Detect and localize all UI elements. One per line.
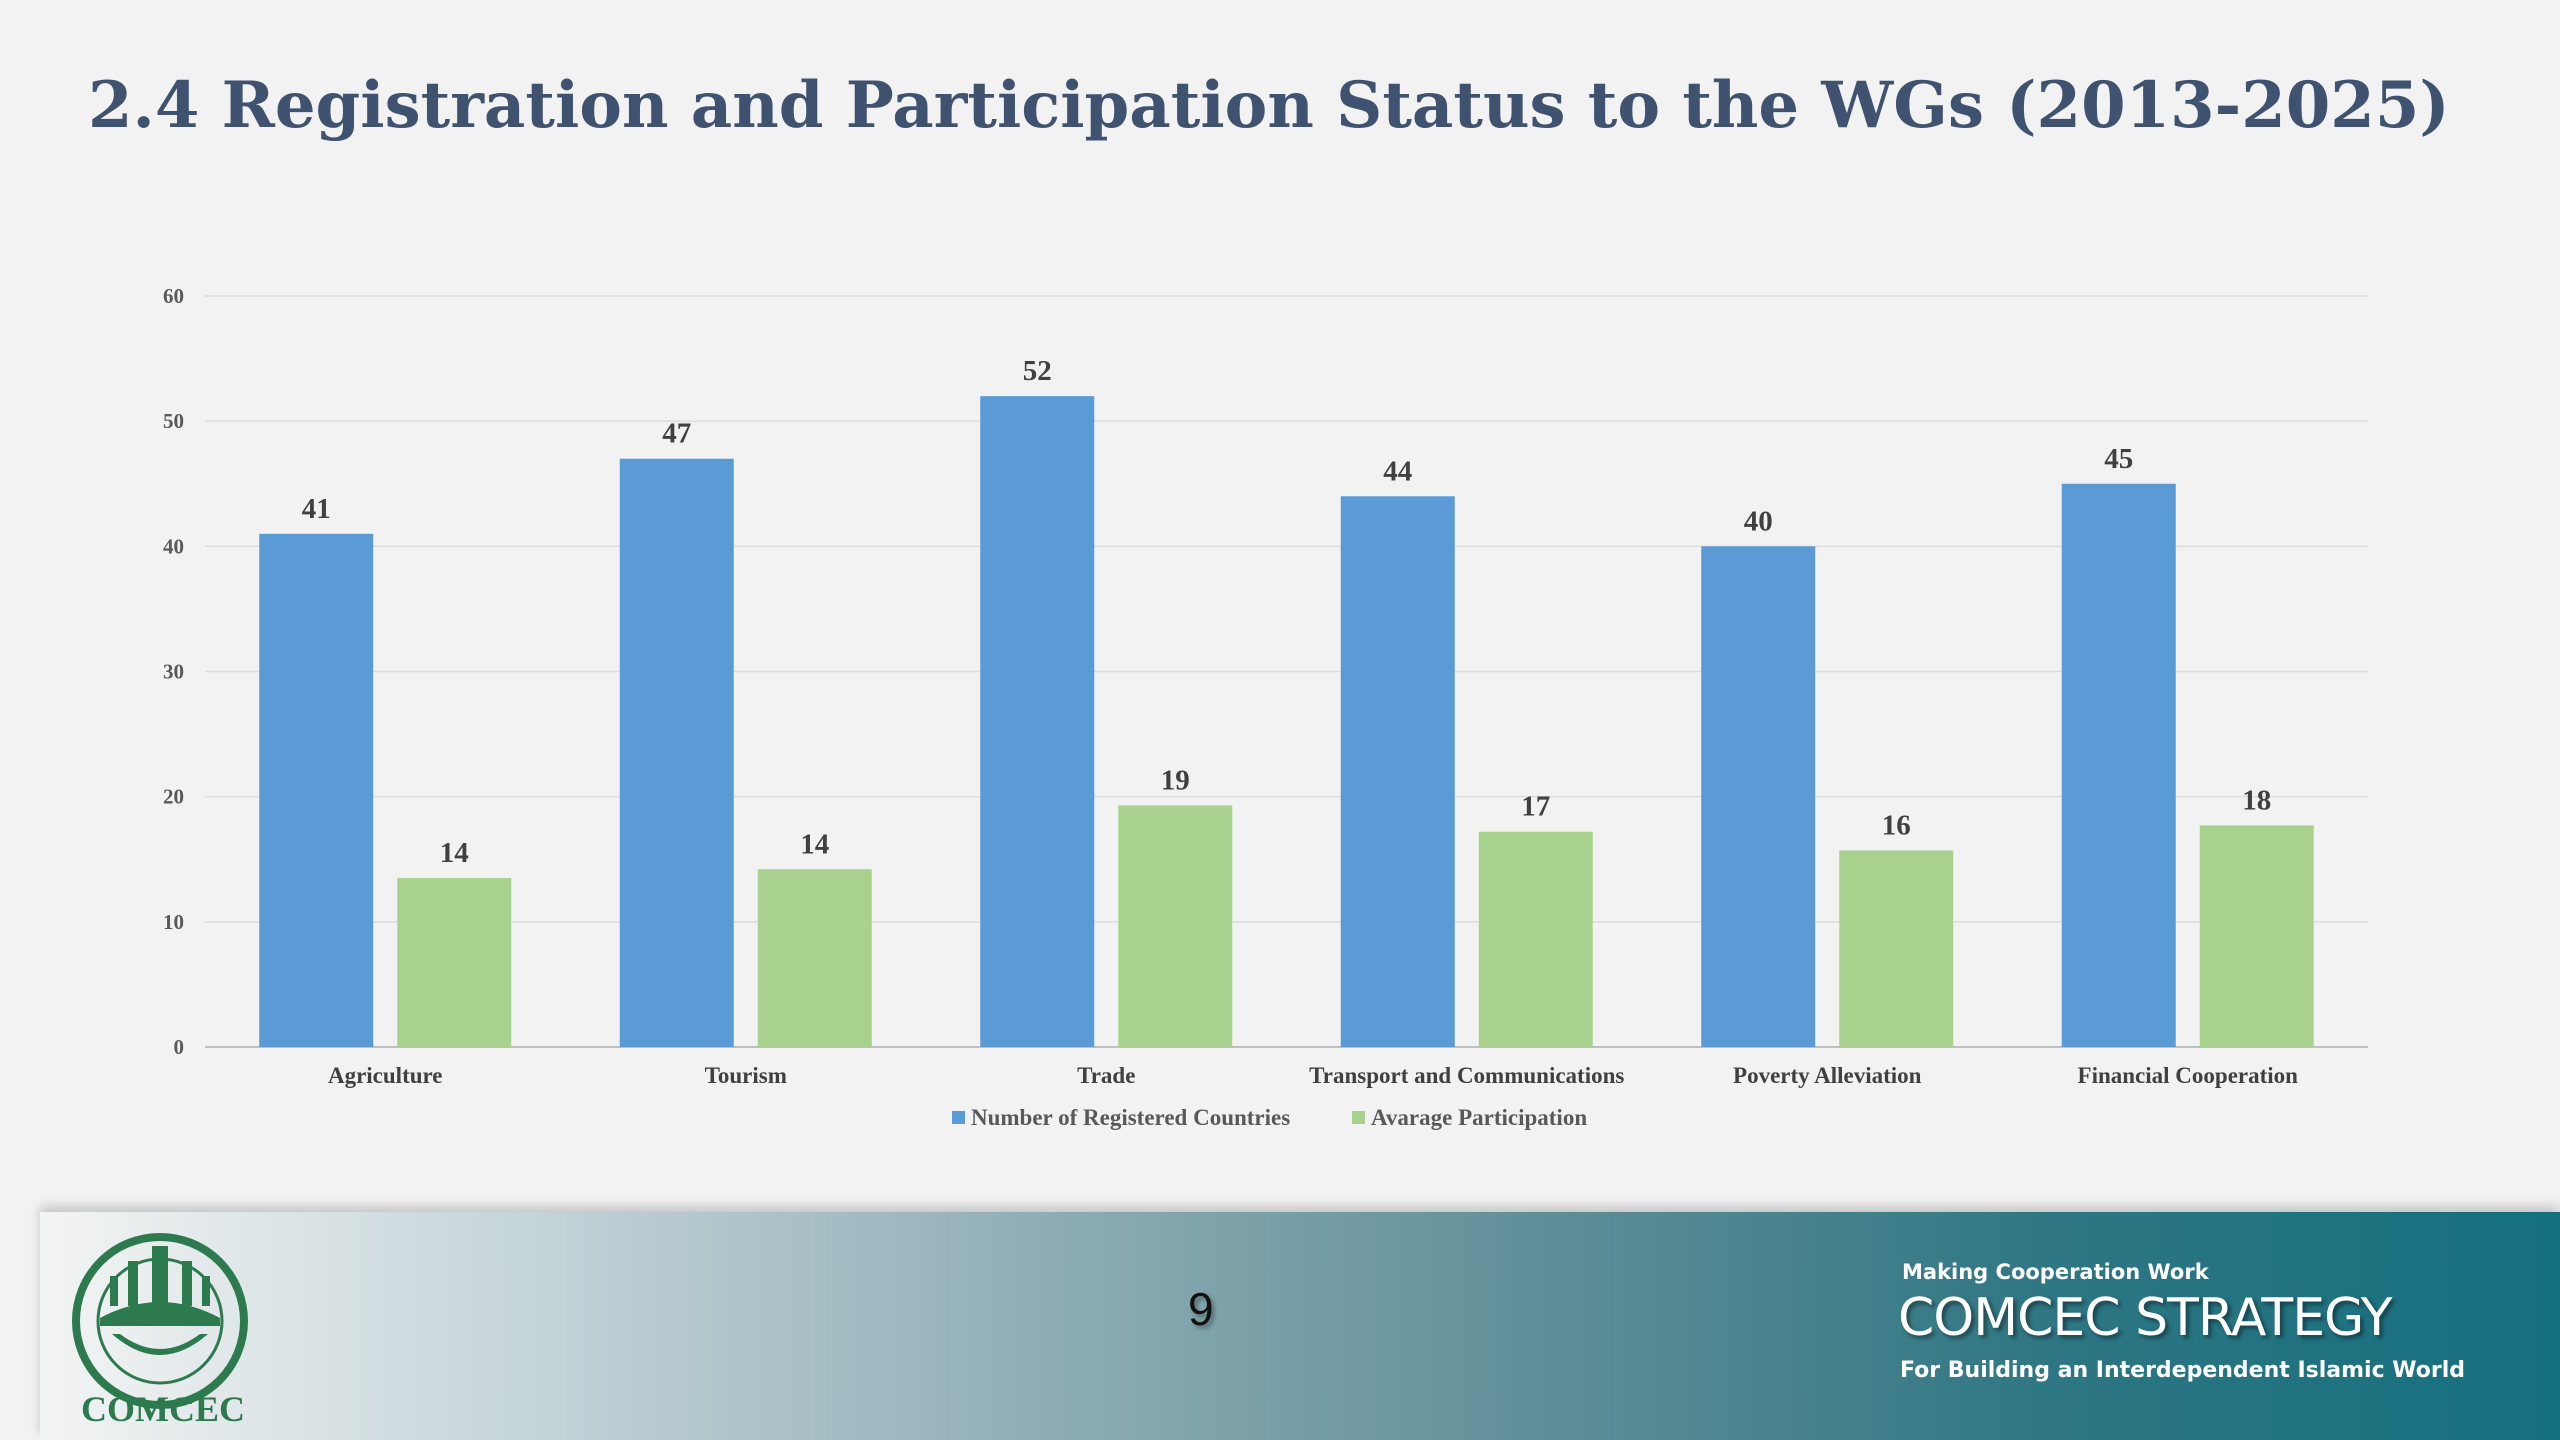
bar-participation xyxy=(757,869,872,1047)
comcec-logo xyxy=(72,1233,248,1409)
bar-registered xyxy=(259,533,374,1047)
bar-value-label: 14 xyxy=(800,828,829,860)
strategy-subtitle: For Building an Interdependent Islamic W… xyxy=(1900,1358,2466,1383)
page-number: 9 xyxy=(1188,1283,1214,1335)
bar-value-label: 47 xyxy=(662,418,691,450)
bar-registered xyxy=(980,396,1095,1048)
chart-gridlines xyxy=(205,295,2368,1048)
x-axis-categories: Agriculture Tourism Trade Transport and Com… xyxy=(328,1063,2298,1088)
chart-bars xyxy=(259,396,2314,1048)
slide-title: 2.4 Registration and Participation Statu… xyxy=(88,68,2450,143)
chart-legend: Number of Registered Countries Avarage Pa… xyxy=(952,1105,1587,1130)
bar-value-label: 40 xyxy=(1744,505,1773,537)
bar-value-label: 44 xyxy=(1383,455,1412,487)
legend-label: Avarage Participation xyxy=(1371,1105,1587,1130)
y-tick-label: 50 xyxy=(163,409,184,433)
strategy-title: COMCEC STRATEGY xyxy=(1898,1288,2393,1348)
x-category-label: Financial Cooperation xyxy=(2078,1063,2299,1088)
bar-value-label: 16 xyxy=(1882,809,1911,841)
chart-data-labels: 41 14 47 14 52 19 44 17 40 16 45 18 xyxy=(302,355,2272,869)
x-category-label: Tourism xyxy=(705,1063,787,1088)
y-tick-label: 30 xyxy=(163,660,184,684)
legend-swatch xyxy=(952,1111,965,1124)
bar-participation xyxy=(2199,825,2314,1047)
bar-registered xyxy=(1701,546,1816,1047)
x-category-label: Agriculture xyxy=(328,1063,443,1088)
bar-value-label: 19 xyxy=(1161,764,1190,796)
bar-value-label: 17 xyxy=(1521,791,1550,823)
y-tick-label: 20 xyxy=(163,785,184,809)
bar-value-label: 18 xyxy=(2242,784,2271,816)
x-category-label: Transport and Communications xyxy=(1309,1063,1624,1088)
bar-registered xyxy=(619,458,734,1047)
y-tick-label: 0 xyxy=(174,1035,185,1059)
bar-participation xyxy=(1478,831,1593,1047)
y-tick-label: 10 xyxy=(163,910,184,934)
bar-participation xyxy=(397,878,512,1047)
y-axis-ticks: 0 10 20 30 40 50 60 xyxy=(163,284,184,1059)
legend-label: Number of Registered Countries xyxy=(971,1105,1290,1130)
bar-chart: 0 10 20 30 40 50 60 41 14 47 14 52 19 44 17 40 16 45 18 A… xyxy=(163,284,2368,1130)
bar-value-label: 45 xyxy=(2104,443,2133,475)
x-category-label: Poverty Alleviation xyxy=(1733,1063,1922,1088)
legend-swatch xyxy=(1352,1111,1365,1124)
y-tick-label: 40 xyxy=(163,534,184,558)
strategy-tagline: Making Cooperation Work xyxy=(1902,1260,2209,1284)
bar-participation xyxy=(1118,805,1233,1047)
bar-participation xyxy=(1839,850,1954,1047)
bar-value-label: 41 xyxy=(302,493,331,525)
y-tick-label: 60 xyxy=(163,284,184,308)
x-category-label: Trade xyxy=(1077,1063,1135,1088)
footer-banner: COMCEC 9 Making Cooperation Work COMCEC … xyxy=(40,1212,2560,1440)
bar-value-label: 52 xyxy=(1023,355,1052,387)
comcec-logo-text: COMCEC xyxy=(81,1389,245,1429)
bar-value-label: 14 xyxy=(440,837,469,869)
bar-registered xyxy=(1340,496,1455,1047)
bar-registered xyxy=(2061,483,2176,1047)
